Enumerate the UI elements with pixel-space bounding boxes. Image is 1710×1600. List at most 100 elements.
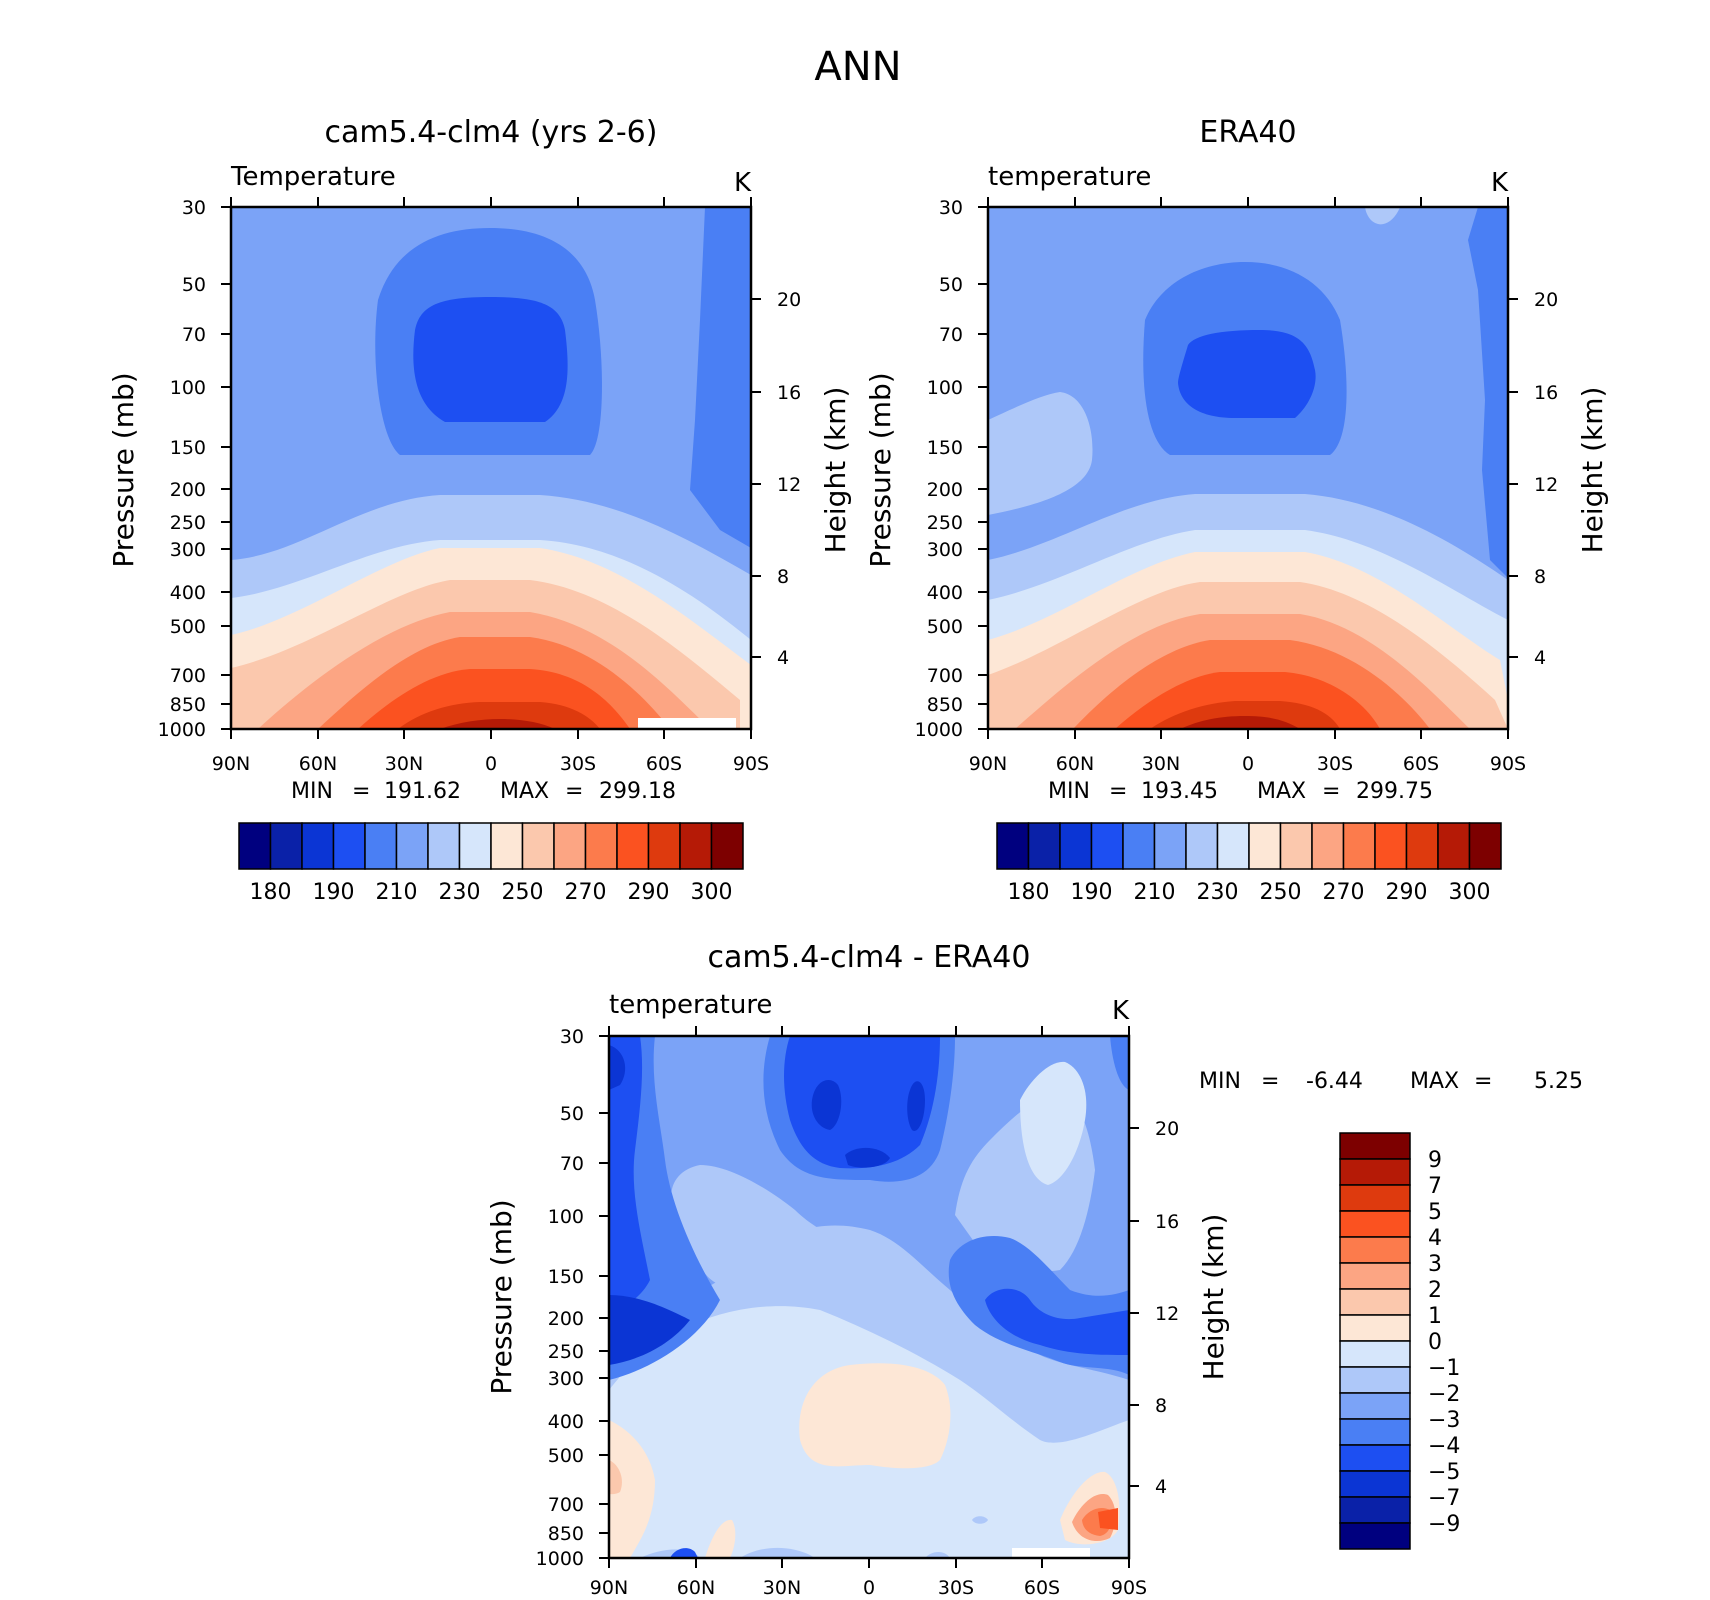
- variable-label: Temperature: [230, 162, 396, 192]
- colorbar-label: −7: [1428, 1486, 1460, 1511]
- colorbar-label: −3: [1428, 1408, 1460, 1433]
- x-tick-label: 90N: [212, 753, 250, 775]
- colorbar-box: [1339, 1496, 1411, 1524]
- y-axis-label: Pressure (mb): [485, 1199, 518, 1394]
- y-tick-label: 400: [548, 1411, 584, 1433]
- contour-band: [845, 1147, 890, 1168]
- colorbar-label: 250: [502, 880, 544, 905]
- equals-sign: =: [1261, 1069, 1279, 1094]
- x-tick-label: 30N: [385, 753, 423, 775]
- colorbar-box: [1339, 1522, 1411, 1550]
- min-max-readout: MIN = 193.45 MAX = 299.75: [1048, 779, 1433, 804]
- colorbar-box: [1437, 822, 1471, 870]
- colorbar-box: [1339, 1392, 1411, 1420]
- colorbar-label: 210: [376, 880, 418, 905]
- colorbar-box: [584, 822, 618, 870]
- y-tick-label: 500: [927, 616, 963, 638]
- x-tick-label: 60N: [677, 1577, 715, 1599]
- min-value: 191.62: [384, 779, 461, 804]
- colorbar-box: [553, 822, 587, 870]
- max-label: MAX: [500, 779, 549, 804]
- equals-sign: =: [565, 779, 583, 804]
- min-value: -6.44: [1306, 1069, 1363, 1094]
- colorbar-box: [332, 822, 366, 870]
- y-right-tick-labels: 20 16 12 8 4: [777, 289, 801, 669]
- x-tick-label: 30S: [938, 1577, 974, 1599]
- y-right-tick-label: 4: [1534, 647, 1546, 669]
- x-tick-label: 30S: [1317, 753, 1353, 775]
- y-tick-label: 850: [548, 1523, 584, 1545]
- panel-title: cam5.4-clm4 (yrs 2-6): [325, 115, 658, 150]
- colorbar-label: 2: [1428, 1278, 1442, 1303]
- contour-band: [1468, 207, 1508, 578]
- contour-band: [609, 1295, 690, 1365]
- y-tick-label: 50: [182, 274, 206, 296]
- colorbar-box: [616, 822, 650, 870]
- colorbar-box: [1248, 822, 1282, 870]
- variable-label: temperature: [609, 990, 772, 1020]
- y-tick-label: 100: [170, 377, 206, 399]
- colorbar-box: [710, 822, 744, 870]
- colorbar-box: [1311, 822, 1345, 870]
- colorbar-box: [427, 822, 461, 870]
- colorbar-label: 230: [1197, 880, 1239, 905]
- y-tick-labels: 30 50 70 100 150 200 250 300 400 500 700…: [536, 1026, 584, 1570]
- y-right-tick-labels: 20 16 12 8 4: [1534, 289, 1558, 669]
- contour-band: [1020, 1061, 1087, 1185]
- min-max-readout: MIN = -6.44 MAX = 5.25: [1199, 1069, 1583, 1094]
- max-label: MAX: [1410, 1069, 1459, 1094]
- x-tick-label: 60N: [1056, 753, 1094, 775]
- y-right-tick-label: 12: [1534, 474, 1558, 496]
- x-tick-label: 0: [863, 1577, 875, 1599]
- contour-band: [1178, 330, 1316, 418]
- min-label: MIN: [1199, 1069, 1241, 1094]
- colorbar-label: 3: [1428, 1252, 1442, 1277]
- colorbar-box: [1153, 822, 1187, 870]
- colorbar-box: [647, 822, 681, 870]
- y-tick-label: 30: [560, 1026, 584, 1048]
- colorbar: 180 190 210 230 250 270 290 300: [996, 822, 1502, 905]
- x-tick-label: 60N: [299, 753, 337, 775]
- contour-band: [985, 1288, 1129, 1355]
- colorbar-label: 210: [1134, 880, 1176, 905]
- units-label: K: [1491, 168, 1509, 198]
- x-tick-labels: 90N 60N 30N 0 30S 60S 90S: [969, 753, 1526, 775]
- colorbar-box: [1339, 1158, 1411, 1186]
- contour-band: [740, 1547, 815, 1558]
- x-tick-label: 30S: [560, 753, 596, 775]
- panel-title: ERA40: [1199, 115, 1296, 150]
- contour-field: [231, 207, 751, 729]
- y-right-tick-label: 8: [1155, 1395, 1167, 1417]
- y-tick-labels: 30 50 70 100 150 200 250 300 400 500 700…: [915, 197, 963, 741]
- y-tick-label: 70: [560, 1153, 584, 1175]
- contour-band: [1110, 1036, 1129, 1090]
- contour-band: [925, 1552, 950, 1558]
- y-tick-label: 30: [939, 197, 963, 219]
- y-tick-label: 400: [927, 582, 963, 604]
- x-tick-label: 60S: [1024, 1577, 1060, 1599]
- y-tick-label: 300: [170, 539, 206, 561]
- x-tick-label: 30N: [1142, 753, 1180, 775]
- y-right-axis-label: Height (km): [1197, 1214, 1230, 1381]
- contour-field: [609, 1036, 1129, 1558]
- x-tick-label: 90N: [590, 1577, 628, 1599]
- y-right-tick-label: 12: [1155, 1303, 1179, 1325]
- y-tick-label: 700: [927, 665, 963, 687]
- colorbar-box: [395, 822, 429, 870]
- variable-label: temperature: [988, 162, 1151, 192]
- equals-sign: =: [1109, 779, 1127, 804]
- colorbar-box: [996, 822, 1030, 870]
- y-tick-label: 1000: [158, 719, 206, 741]
- y-tick-label: 150: [170, 437, 206, 459]
- y-tick-label: 700: [170, 665, 206, 687]
- equals-sign: =: [1322, 779, 1340, 804]
- colorbar-box: [679, 822, 713, 870]
- x-tick-label: 0: [1242, 753, 1254, 775]
- x-tick-label: 60S: [1403, 753, 1439, 775]
- equals-sign: =: [1474, 1069, 1492, 1094]
- y-axis-label: Pressure (mb): [864, 372, 897, 567]
- colorbar-box: [1339, 1366, 1411, 1394]
- colorbar-box: [1216, 822, 1250, 870]
- contour-band: [1365, 207, 1400, 225]
